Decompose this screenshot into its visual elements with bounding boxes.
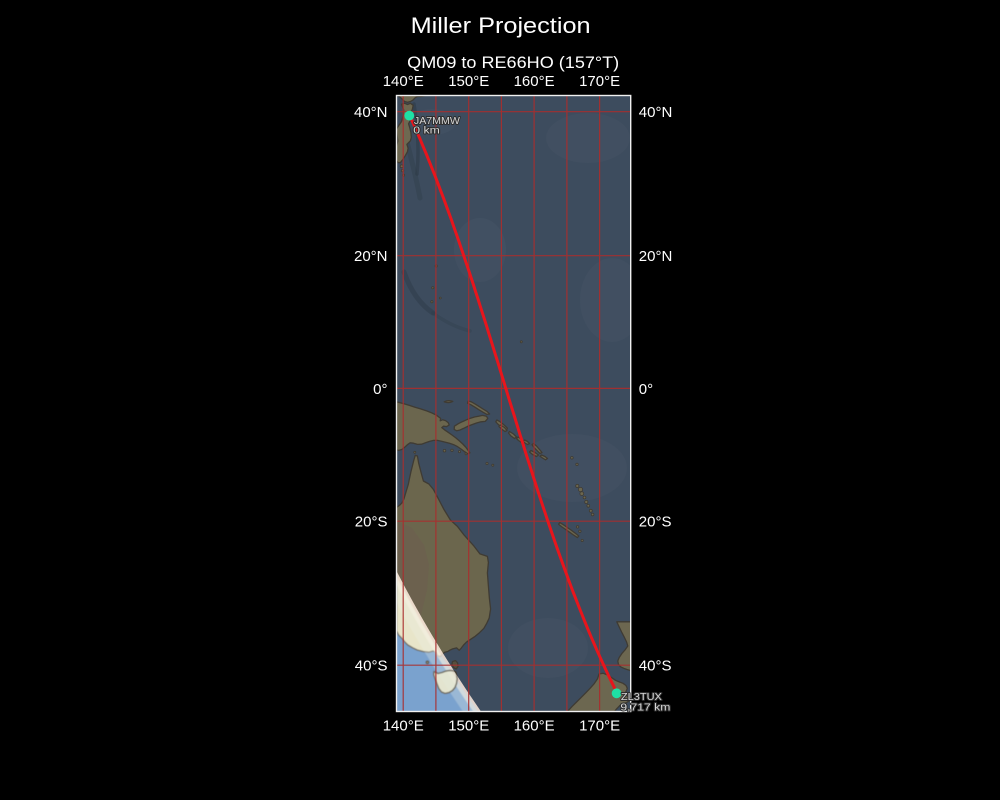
svg-text:40°S: 40°S: [639, 658, 672, 675]
svg-text:140°E: 140°E: [383, 73, 424, 90]
svg-text:9,717 km: 9,717 km: [620, 702, 670, 714]
svg-text:40°S: 40°S: [355, 658, 388, 675]
svg-text:Miller Projection: Miller Projection: [411, 13, 591, 38]
svg-text:0°: 0°: [639, 381, 653, 398]
svg-text:20°S: 20°S: [639, 514, 672, 531]
svg-text:140°E: 140°E: [383, 718, 424, 735]
svg-text:40°N: 40°N: [639, 104, 673, 121]
svg-text:160°E: 160°E: [514, 718, 555, 735]
svg-text:0 km: 0 km: [413, 125, 440, 137]
svg-text:JA7MMW: JA7MMW: [414, 115, 460, 127]
svg-text:QM09 to RE66HO (157°T): QM09 to RE66HO (157°T): [407, 53, 619, 72]
svg-text:ZL3TUX: ZL3TUX: [621, 691, 662, 703]
svg-text:170°E: 170°E: [579, 73, 620, 90]
svg-text:150°E: 150°E: [448, 73, 489, 90]
svg-text:170°E: 170°E: [579, 718, 620, 735]
svg-text:20°N: 20°N: [354, 248, 388, 265]
svg-text:40°N: 40°N: [354, 104, 388, 121]
svg-text:150°E: 150°E: [448, 718, 489, 735]
svg-text:0°: 0°: [373, 381, 387, 398]
svg-text:20°N: 20°N: [639, 248, 673, 265]
svg-text:20°S: 20°S: [355, 514, 388, 531]
svg-text:160°E: 160°E: [514, 73, 555, 90]
